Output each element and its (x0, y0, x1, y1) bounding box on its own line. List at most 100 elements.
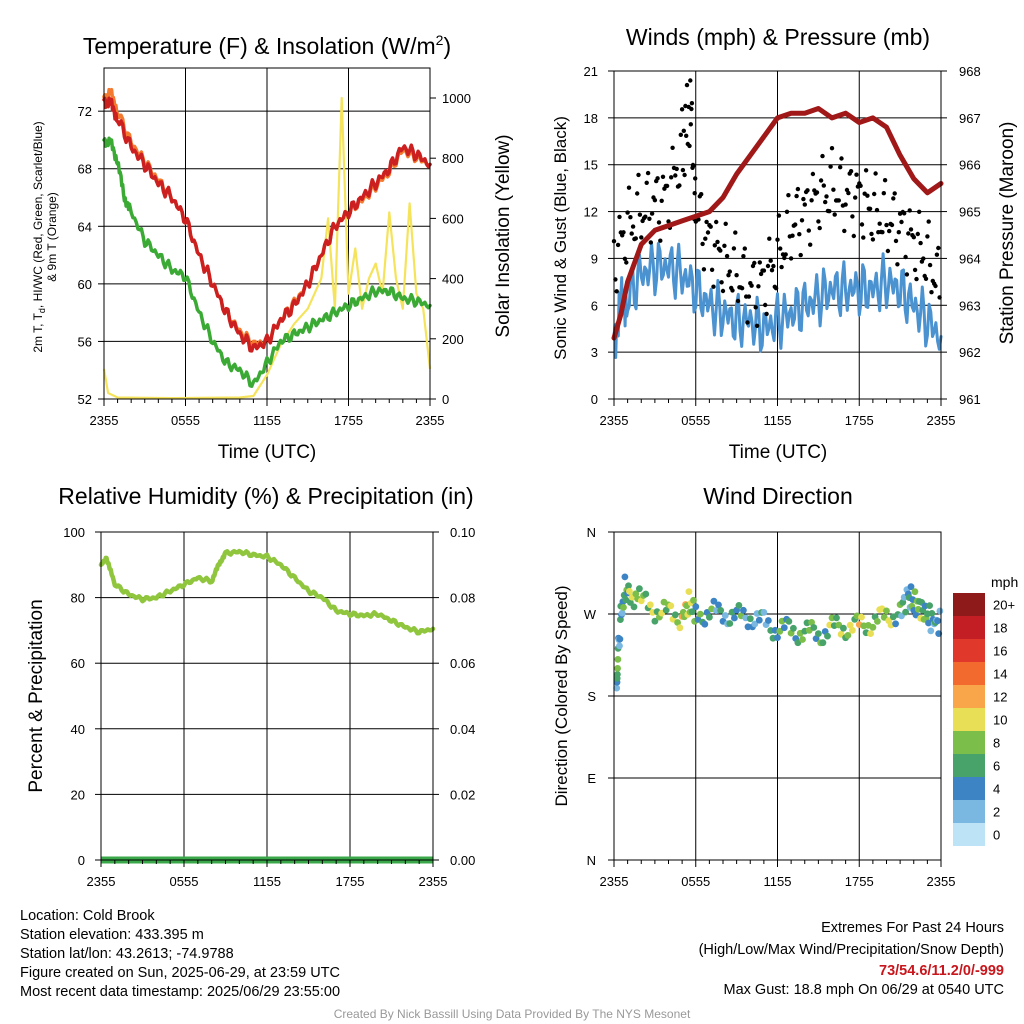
temp-x-tick-label: 1155 (253, 413, 281, 428)
gust-point (778, 246, 783, 251)
gust-point (687, 143, 692, 149)
wind-grid (614, 71, 941, 399)
direction-point (751, 620, 759, 628)
gust-point (664, 183, 670, 189)
wind-x-tick-label: 1155 (764, 413, 792, 428)
temp-y2-tick-label: 1000 (442, 91, 471, 106)
direction-point (840, 624, 847, 632)
gust-point (805, 188, 810, 193)
gust-point (846, 190, 851, 196)
wind-panel: Winds (mph) & Pressure (mb) Sonic Wind &… (551, 24, 1018, 463)
gust-point (656, 220, 662, 225)
gust-point (643, 214, 648, 219)
wind-y-tick-label: 21 (584, 64, 598, 79)
gust-point (817, 225, 822, 231)
gust-point (793, 222, 798, 227)
station-latlon: Station lat/lon: 43.2613; -74.9788 (20, 946, 234, 962)
gust-point (649, 211, 655, 216)
gust-point (808, 242, 813, 247)
gust-point (873, 171, 878, 176)
wind-y-tick-label: 0 (591, 392, 598, 407)
direction-point (626, 587, 633, 595)
gust-point (892, 191, 897, 196)
gust-point (902, 211, 907, 216)
gust-point (727, 269, 732, 274)
temperature-panel: Temperature (F) & Insolation (W/m2) 2m T… (31, 32, 514, 463)
dir-y-tick-label: N (587, 853, 596, 868)
wind-y-tick-label: 6 (591, 298, 598, 313)
gust-point (870, 237, 876, 242)
direction-point (858, 613, 865, 621)
gust-point (647, 216, 652, 221)
rh-y2-tick-label: 0.04 (450, 722, 475, 737)
wind-line (612, 241, 943, 359)
gust-point (677, 183, 682, 188)
direction-point (911, 588, 919, 596)
speed-legend-label: 16 (993, 644, 1007, 659)
direction-point (755, 616, 763, 624)
gust-point (666, 219, 671, 224)
temp-x-tick-label: 0555 (171, 413, 200, 428)
wind-y2-axis-label: Station Pressure (Maroon) (997, 122, 1018, 345)
dir-chart-title: Wind Direction (703, 483, 853, 509)
direction-point (746, 615, 754, 623)
gust-point (679, 107, 685, 112)
wind-y-tick-label: 18 (584, 111, 598, 126)
gust-point (779, 264, 784, 270)
gust-point (925, 234, 930, 239)
gust-point (880, 230, 885, 235)
direction-point (696, 610, 704, 618)
gust-point (933, 283, 938, 289)
gust-point (867, 206, 873, 211)
rh-y-tick-label: 0 (78, 853, 85, 868)
gust-point (936, 245, 941, 251)
direction-point (715, 601, 722, 609)
speed-legend-label: 14 (993, 667, 1007, 682)
direction-point (721, 612, 729, 619)
direction-point (824, 632, 831, 640)
direction-point (701, 620, 709, 628)
extremes-info: Extremes For Past 24 Hours (High/Low/Max… (699, 919, 1004, 1000)
gust-point (761, 268, 767, 273)
gust-point (753, 305, 758, 310)
gust-point (726, 273, 731, 278)
gust-point (795, 186, 801, 192)
gust-point (821, 183, 826, 188)
speed-legend-swatch (953, 662, 985, 685)
gust-point (655, 176, 660, 181)
direction-point (902, 608, 909, 616)
gust-point (923, 276, 929, 281)
temp-series (102, 87, 432, 400)
gust-point (633, 236, 638, 241)
wind-y2-tick-label: 966 (959, 158, 981, 173)
rh-y2-tick-label: 0.00 (450, 853, 475, 868)
gust-point (688, 122, 693, 127)
gust-point (678, 132, 683, 137)
wind-y2-tick-label: 961 (959, 392, 981, 407)
gust-point (818, 178, 824, 183)
gust-point (734, 273, 739, 278)
gust-point (673, 173, 678, 178)
gust-point (752, 260, 757, 266)
direction-point (867, 630, 874, 637)
gust-point (626, 185, 632, 190)
speed-legend-swatch (953, 754, 985, 777)
gust-point (705, 230, 711, 235)
rh-y-tick-label: 80 (71, 591, 85, 606)
direction-point (927, 627, 935, 635)
direction-point (740, 606, 747, 614)
rh-ticks: 2355 0555 1155 1755 23550204060801000.000.02… (63, 525, 475, 889)
direction-point (717, 607, 725, 614)
direction-panel: Wind Direction Direction (Colored By Spe… (552, 483, 1018, 889)
gust-point (708, 224, 713, 229)
gust-point (788, 256, 794, 261)
temp-chart-title: Temperature (F) & Insolation (W/m2) (83, 32, 451, 59)
speed-legend-swatch (953, 777, 985, 800)
rh-grid (101, 532, 433, 860)
speed-legend-label: 4 (993, 782, 1000, 797)
direction-point (731, 614, 738, 622)
direction-point (692, 603, 700, 611)
rh-y-tick-label: 100 (63, 525, 85, 540)
gust-point (934, 252, 940, 257)
gust-point (693, 176, 698, 181)
